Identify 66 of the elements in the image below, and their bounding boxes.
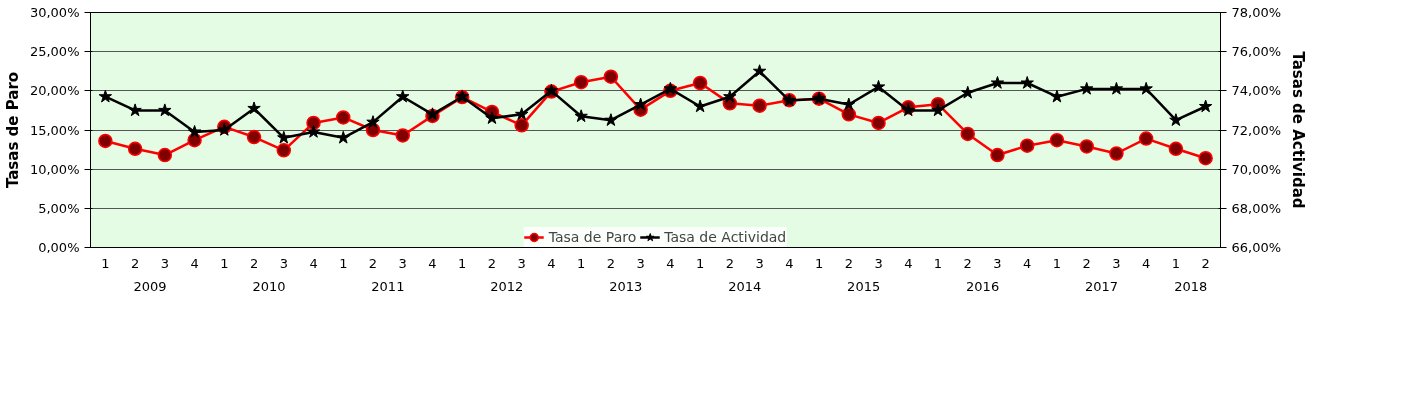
- x-tick-label: 4: [666, 255, 675, 271]
- text: 2010: [252, 278, 286, 294]
- x-tick-label: 2: [130, 255, 140, 271]
- y2-tick-label: 68,00%: [1231, 200, 1282, 216]
- text: 2009: [133, 278, 167, 294]
- y-tick-label: 15,00%: [29, 122, 80, 138]
- x-tick-label: 1: [458, 255, 467, 271]
- x-tick-label: 2: [963, 255, 972, 271]
- x-tick-label: 4: [904, 255, 913, 271]
- text: 2012: [490, 278, 524, 294]
- x-tick-label: 3: [160, 255, 169, 271]
- x-tick-label: 4: [309, 255, 318, 271]
- x-tick-label: 4: [428, 255, 437, 271]
- text: 2013: [609, 278, 643, 294]
- x-tick-label: 2: [487, 255, 497, 271]
- x-tick-label: 3: [636, 255, 645, 271]
- x-tick-label: 2: [1201, 255, 1210, 271]
- legend-label: Tasa de Paro: [548, 229, 637, 245]
- legend-label: Tasa de Actividad: [664, 229, 787, 245]
- x-tick-label: 3: [993, 255, 1002, 271]
- x-tick-label: 3: [755, 255, 764, 271]
- x-tick-label: 2: [844, 255, 853, 271]
- y-tick-label: 10,00%: [29, 161, 80, 177]
- x-tick-label: 2: [606, 255, 616, 271]
- y2-tick-label: 76,00%: [1231, 44, 1282, 60]
- x-tick-label: 3: [1112, 255, 1121, 271]
- y-tick-label: 0,00%: [38, 240, 80, 255]
- x-tick-label: 1: [220, 255, 229, 271]
- x-tick-label: 2: [249, 255, 259, 271]
- x-tick-label: 1: [101, 255, 110, 271]
- x-tick-label: 1: [695, 255, 705, 271]
- x-tick-label: 4: [1142, 255, 1151, 271]
- text: 2016: [966, 278, 1000, 294]
- x-tick-label: 3: [517, 255, 526, 271]
- x-tick-label: 1: [933, 255, 943, 271]
- x-tick-label: 1: [1171, 255, 1181, 271]
- y-tick-label: 5,00%: [38, 200, 80, 216]
- x-tick-label: 3: [279, 255, 288, 271]
- y2-tick-label: 72,00%: [1231, 122, 1282, 138]
- x-tick-label: 1: [814, 255, 824, 271]
- x-tick-label: 1: [339, 255, 348, 271]
- x-tick-label: 1: [1052, 255, 1062, 271]
- x-tick-label: 4: [785, 255, 794, 271]
- text: 2017: [1085, 278, 1119, 294]
- y2-tick-label: 74,00%: [1231, 83, 1282, 99]
- y-axis-title: Tasas de Paro: [3, 71, 22, 189]
- text: 2018: [1174, 278, 1208, 294]
- y-tick-label: 25,00%: [29, 44, 80, 60]
- y2-axis-title: Tasas de Actividad: [1289, 51, 1308, 209]
- y2-tick-label: 70,00%: [1231, 161, 1282, 177]
- x-tick-label: 2: [725, 255, 734, 271]
- x-tick-label: 4: [547, 255, 556, 271]
- y-tick-label: 20,00%: [29, 83, 80, 99]
- y-tick-label: 30,00%: [29, 5, 80, 20]
- y2-tick-label: 78,00%: [1231, 5, 1282, 20]
- x-tick-label: 3: [874, 255, 883, 271]
- x-tick-label: 4: [1023, 255, 1032, 271]
- x-tick-label: 2: [368, 255, 378, 271]
- x-tick-label: 4: [190, 255, 199, 271]
- text: 2015: [847, 278, 881, 294]
- x-tick-label: 3: [398, 255, 407, 271]
- x-tick-label: 2: [1082, 255, 1091, 271]
- x-tick-label: 1: [577, 255, 586, 271]
- text: 2011: [371, 278, 405, 294]
- y2-tick-label: 66,00%: [1231, 240, 1282, 255]
- text: 2014: [728, 278, 762, 294]
